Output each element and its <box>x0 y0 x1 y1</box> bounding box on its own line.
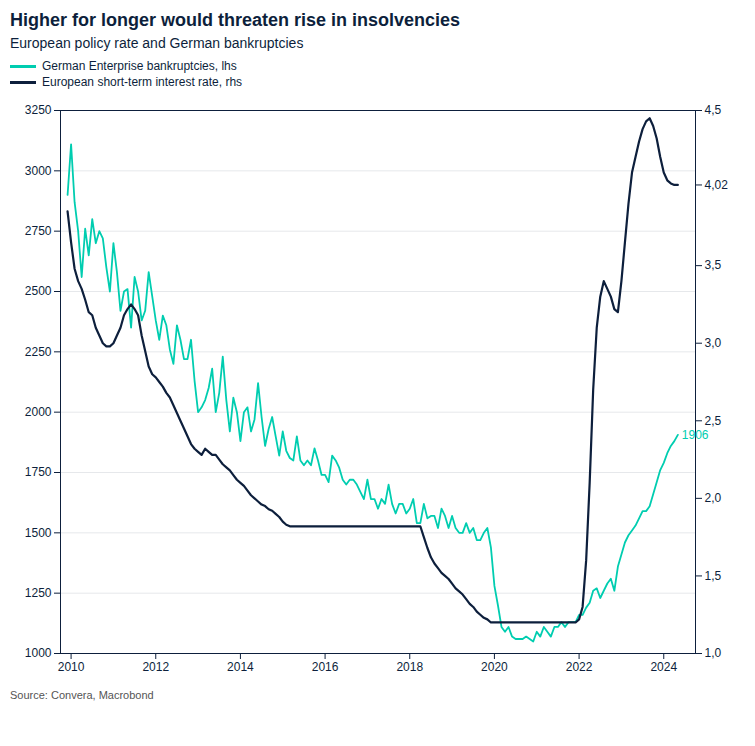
html-text:European short-term interest r: European short-term interest rate, rhs <box>42 75 243 89</box>
svg-text:2500: 2500 <box>25 284 52 298</box>
html-text:Source: Convera, Macrobond: Source: Convera, Macrobond <box>10 689 154 701</box>
html-text:Higher for longer would threat: Higher for longer would threaten rise in… <box>10 10 461 30</box>
svg-text:2012: 2012 <box>142 660 169 674</box>
svg-text:1250: 1250 <box>25 586 52 600</box>
svg-text:2018: 2018 <box>396 660 423 674</box>
svg-text:1500: 1500 <box>25 526 52 540</box>
svg-text:2250: 2250 <box>25 345 52 359</box>
svg-text:2014: 2014 <box>227 660 254 674</box>
svg-text:2000: 2000 <box>25 405 52 419</box>
svg-text:2010: 2010 <box>58 660 85 674</box>
svg-text:3250: 3250 <box>25 103 52 117</box>
svg-text:2,5: 2,5 <box>705 414 722 428</box>
svg-text:2022: 2022 <box>566 660 593 674</box>
svg-text:1750: 1750 <box>25 465 52 479</box>
svg-text:1000: 1000 <box>25 646 52 660</box>
svg-text:3000: 3000 <box>25 164 52 178</box>
svg-text:2750: 2750 <box>25 224 52 238</box>
svg-text:3,0: 3,0 <box>705 336 722 350</box>
svg-text:4,5: 4,5 <box>705 103 722 117</box>
svg-text:2,0: 2,0 <box>705 491 722 505</box>
svg-text:2024: 2024 <box>650 660 677 674</box>
svg-text:1906: 1906 <box>682 428 709 442</box>
svg-text:4,02: 4,02 <box>705 178 729 192</box>
svg-text:1,0: 1,0 <box>705 646 722 660</box>
svg-text:2020: 2020 <box>481 660 508 674</box>
svg-text:2016: 2016 <box>312 660 339 674</box>
html-text:German Enterprise bankruptcies: German Enterprise bankruptcies, lhs <box>42 59 237 73</box>
svg-text:3,5: 3,5 <box>705 258 722 272</box>
html-text:European policy rate and Germa: European policy rate and German bankrupt… <box>10 35 304 51</box>
svg-text:1,5: 1,5 <box>705 569 722 583</box>
